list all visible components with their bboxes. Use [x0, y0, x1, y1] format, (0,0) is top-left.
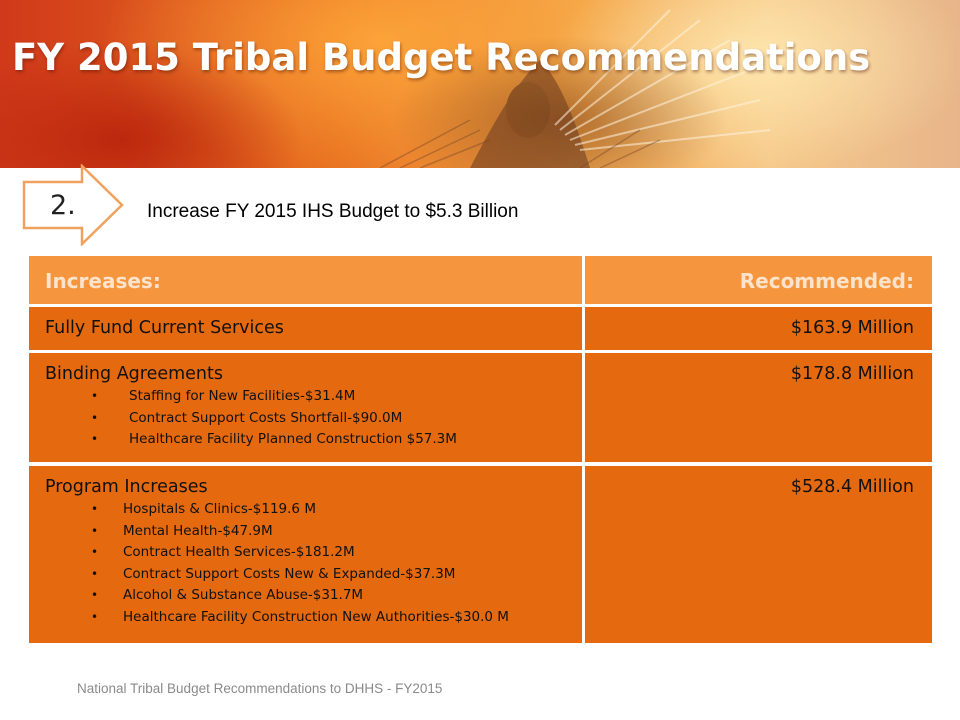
bullet-list: • Staffing for New Facilities-$31.4M • Con… [45, 386, 582, 451]
table-row: Binding Agreements • Staffing for New Fac… [29, 353, 932, 462]
bullet-icon: • [91, 502, 99, 516]
header-increases: Increases: [29, 256, 582, 304]
row-amount-cell: $528.4 Million [585, 466, 932, 643]
bullet-icon: • [91, 545, 99, 559]
list-item: • Contract Health Services-$181.2M [45, 542, 582, 564]
row-label-cell: Program Increases • Hospitals & Clinics-$… [29, 466, 582, 643]
list-item: • Hospitals & Clinics-$119.6 M [45, 499, 582, 521]
row-label-cell: Fully Fund Current Services [29, 307, 582, 350]
header-recommended: Recommended: [585, 256, 932, 304]
bullet-icon: • [91, 609, 99, 624]
list-item: • Mental Health-$47.9M [45, 521, 582, 543]
list-item: • Contract Support Costs New & Expanded-$… [45, 564, 582, 586]
slide-subtitle: Increase FY 2015 IHS Budget to $5.3 Bill… [147, 201, 519, 222]
row-amount-cell: $178.8 Million [585, 353, 932, 462]
row-label: Program Increases [45, 477, 208, 497]
bullet-icon: • [91, 523, 99, 538]
list-item: • Contract Support Costs Shortfall-$90.0M [45, 408, 582, 430]
table-header-row: Increases: Recommended: [29, 256, 932, 304]
row-label-cell: Binding Agreements • Staffing for New Fac… [29, 353, 582, 462]
row-label: Binding Agreements [45, 364, 223, 384]
arrow-shape [22, 164, 124, 246]
slide-footer: National Tribal Budget Recommendations t… [77, 681, 443, 696]
bullet-icon: • [91, 410, 99, 425]
slide-title: FY 2015 Tribal Budget Recommendations [12, 36, 871, 79]
row-amount-cell: $163.9 Million [585, 307, 932, 350]
bullet-list: • Hospitals & Clinics-$119.6 M • Mental He… [45, 499, 582, 628]
row-label: Fully Fund Current Services [45, 318, 284, 338]
row-amount: $178.8 Million [790, 364, 914, 384]
table-row: Fully Fund Current Services $163.9 Milli… [29, 307, 932, 350]
feather-dancer-photo [379, 9, 771, 168]
step-number: 2. [50, 190, 76, 221]
list-item: • Alcohol & Substance Abuse-$31.7M [45, 585, 582, 607]
bullet-icon: • [91, 389, 99, 403]
row-amount: $528.4 Million [790, 477, 914, 497]
bullet-icon: • [91, 432, 99, 446]
list-item: • Staffing for New Facilities-$31.4M [45, 386, 582, 408]
bullet-icon: • [91, 566, 99, 581]
list-item: • Healthcare Facility Construction New Au… [45, 607, 582, 629]
bullet-icon: • [91, 588, 99, 602]
list-item: • Healthcare Facility Planned Constructio… [45, 429, 582, 451]
row-amount: $163.9 Million [790, 318, 914, 338]
table-row: Program Increases • Hospitals & Clinics-$… [29, 466, 932, 643]
header-banner-image: FY 2015 Tribal Budget Recommendations [0, 0, 960, 168]
